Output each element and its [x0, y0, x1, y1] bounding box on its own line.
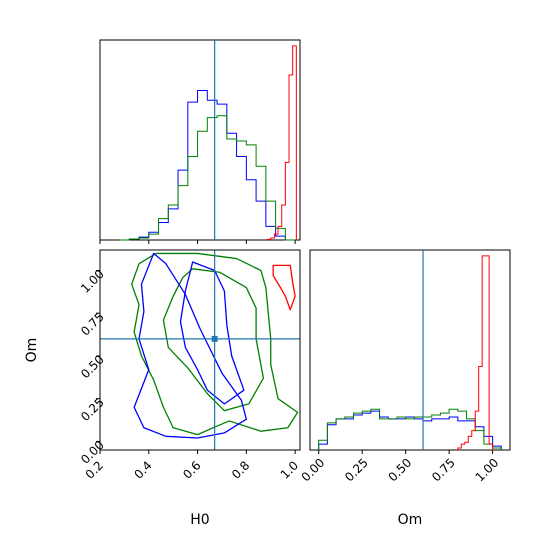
y-axis-label-om: Om — [24, 338, 40, 363]
om-hist-series-green — [318, 408, 502, 450]
contour-x-tick-label: 1.0 — [278, 458, 301, 481]
om-hist-frame — [309, 249, 511, 451]
contour-green — [131, 252, 299, 436]
om-hist-x-tick-label: 1.00 — [473, 456, 502, 485]
om-vs-h0-contour-panel: 0.2 0.4 0.6 0.8 1.00.000.250.500.751.00 — [78, 249, 301, 482]
x-axis-label-h0: H0 — [190, 512, 209, 528]
contour-y-tick-label: 1.00 — [78, 267, 107, 296]
contour-y-tick-label: 0.50 — [78, 352, 107, 381]
contour-y-tick-label: 0.25 — [78, 395, 107, 424]
contour-frame — [99, 249, 301, 451]
contour-lines — [131, 252, 299, 439]
x-axis-label-om: Om — [398, 512, 423, 528]
contour-x-tick-label: 0.4 — [131, 458, 154, 481]
contour-blue — [133, 252, 247, 439]
h0-hist-series-blue — [119, 89, 296, 241]
h0-hist-frame — [99, 39, 301, 241]
truth-marker — [211, 335, 218, 342]
h0-hist-series-green — [119, 115, 296, 241]
contour-y-tick-label: 0.75 — [78, 310, 107, 339]
om-hist-series-red — [457, 255, 494, 450]
om-hist-x-tick-label: 0.50 — [386, 456, 415, 485]
om-hist-x-tick-label: 0.00 — [299, 456, 328, 485]
om-hist-x-tick-label: 0.25 — [342, 456, 371, 485]
contour-blue — [179, 261, 245, 405]
h0-histogram-panel — [99, 39, 301, 244]
contour-x-tick-label: 0.8 — [229, 458, 252, 481]
contour-green — [162, 268, 265, 412]
h0-hist-series-red — [266, 45, 297, 240]
contour-red — [272, 264, 296, 311]
om-histogram-panel: 0.00 0.25 0.50 0.75 1.00 — [299, 249, 511, 485]
contour-x-tick-label: 0.6 — [180, 458, 203, 481]
om-hist-x-tick-label: 0.75 — [429, 456, 458, 485]
